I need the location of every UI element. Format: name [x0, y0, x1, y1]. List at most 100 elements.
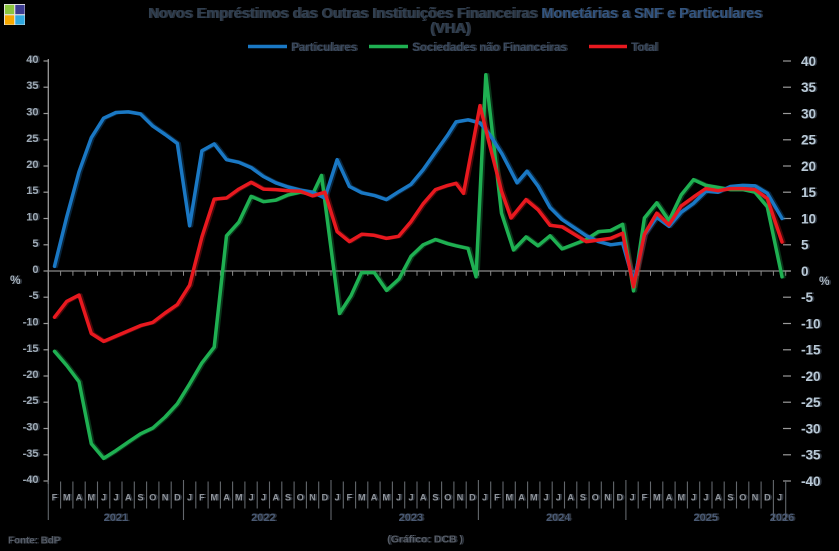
svg-text:Fonte: BdP: Fonte: BdP — [8, 536, 61, 547]
svg-text:-10: -10 — [23, 317, 39, 329]
svg-text:M: M — [505, 493, 513, 503]
svg-text:2025: 2025 — [694, 512, 718, 524]
svg-text:J: J — [396, 493, 401, 503]
svg-text:J: J — [630, 493, 635, 503]
svg-text:20: 20 — [26, 159, 38, 171]
svg-text:O: O — [739, 493, 746, 503]
svg-text:-15: -15 — [23, 343, 39, 355]
svg-text:-5: -5 — [801, 290, 813, 305]
svg-text:20: 20 — [801, 159, 816, 174]
svg-text:35: 35 — [801, 80, 817, 95]
svg-text:J: J — [249, 493, 254, 503]
svg-text:O: O — [592, 493, 599, 503]
svg-text:2023: 2023 — [399, 512, 423, 524]
svg-text:5: 5 — [801, 238, 809, 253]
svg-text:0: 0 — [801, 264, 809, 279]
svg-text:40: 40 — [801, 54, 816, 69]
svg-text:S: S — [727, 493, 733, 503]
svg-text:-30: -30 — [801, 421, 821, 436]
svg-text:D: D — [321, 493, 328, 503]
svg-text:J: J — [543, 493, 548, 503]
svg-text:25: 25 — [801, 133, 817, 148]
svg-text:A: A — [371, 493, 378, 503]
svg-text:-10: -10 — [801, 316, 821, 331]
svg-text:M: M — [235, 493, 243, 503]
svg-text:D: D — [616, 493, 623, 503]
svg-text:N: N — [604, 493, 611, 503]
svg-text:-40: -40 — [801, 474, 821, 489]
svg-text:A: A — [420, 493, 427, 503]
svg-text:A: A — [715, 493, 722, 503]
svg-text:F: F — [199, 493, 205, 503]
svg-text:J: J — [777, 493, 782, 503]
svg-text:-15: -15 — [801, 343, 821, 358]
svg-text:-25: -25 — [23, 395, 39, 407]
svg-text:-20: -20 — [23, 369, 39, 381]
svg-text:N: N — [309, 493, 316, 503]
svg-text:0: 0 — [32, 264, 38, 276]
svg-text:F: F — [642, 493, 648, 503]
svg-text:A: A — [518, 493, 525, 503]
svg-text:F: F — [52, 493, 58, 503]
svg-text:(VHA): (VHA) — [430, 21, 470, 37]
svg-text:A: A — [76, 493, 83, 503]
svg-text:D: D — [764, 493, 771, 503]
svg-text:J: J — [408, 493, 413, 503]
svg-text:A: A — [272, 493, 279, 503]
svg-text:M: M — [382, 493, 390, 503]
svg-text:25: 25 — [26, 133, 38, 145]
svg-text:2021: 2021 — [104, 512, 128, 524]
svg-text:J: J — [335, 493, 340, 503]
svg-text:O: O — [444, 493, 451, 503]
svg-text:-5: -5 — [29, 290, 39, 302]
svg-text:J: J — [703, 493, 708, 503]
svg-text:J: J — [556, 493, 561, 503]
svg-text:-35: -35 — [801, 448, 821, 463]
svg-text:(Gráfico: DCB ): (Gráfico: DCB ) — [387, 534, 463, 546]
svg-text:M: M — [63, 493, 71, 503]
svg-text:%: % — [10, 273, 21, 287]
svg-text:S: S — [580, 493, 586, 503]
svg-text:D: D — [469, 493, 476, 503]
svg-text:15: 15 — [801, 185, 817, 200]
svg-text:M: M — [358, 493, 366, 503]
svg-text:-30: -30 — [23, 422, 39, 434]
svg-text:10: 10 — [26, 212, 38, 224]
svg-text:A: A — [223, 493, 230, 503]
svg-text:M: M — [87, 493, 95, 503]
svg-text:5: 5 — [32, 238, 38, 250]
svg-text:M: M — [653, 493, 661, 503]
svg-text:A: A — [567, 493, 574, 503]
svg-text:Total: Total — [631, 42, 658, 54]
svg-text:-35: -35 — [23, 448, 39, 460]
svg-text:30: 30 — [26, 107, 38, 119]
svg-text:-20: -20 — [801, 369, 821, 384]
svg-text:F: F — [494, 493, 500, 503]
svg-text:S: S — [137, 493, 143, 503]
svg-text:S: S — [285, 493, 291, 503]
svg-text:M: M — [530, 493, 538, 503]
svg-text:40: 40 — [26, 54, 38, 66]
svg-text:A: A — [125, 493, 132, 503]
svg-text:Sociedades não Financeiras: Sociedades não Financeiras — [412, 42, 567, 54]
svg-text:10: 10 — [801, 211, 816, 226]
svg-text:2022: 2022 — [251, 512, 275, 524]
svg-text:S: S — [432, 493, 438, 503]
svg-text:J: J — [101, 493, 106, 503]
svg-text:Particulares: Particulares — [291, 42, 357, 54]
svg-text:2024: 2024 — [546, 512, 571, 524]
svg-text:J: J — [261, 493, 266, 503]
svg-text:2026: 2026 — [770, 512, 794, 524]
svg-text:35: 35 — [26, 80, 38, 92]
svg-text:J: J — [113, 493, 118, 503]
svg-text:J: J — [187, 493, 192, 503]
svg-text:N: N — [162, 493, 169, 503]
svg-text:O: O — [149, 493, 156, 503]
svg-text:-25: -25 — [801, 395, 821, 410]
svg-text:A: A — [666, 493, 673, 503]
svg-text:30: 30 — [801, 106, 816, 121]
svg-text:%: % — [819, 274, 830, 288]
svg-text:N: N — [752, 493, 759, 503]
svg-text:N: N — [457, 493, 464, 503]
svg-text:D: D — [174, 493, 181, 503]
